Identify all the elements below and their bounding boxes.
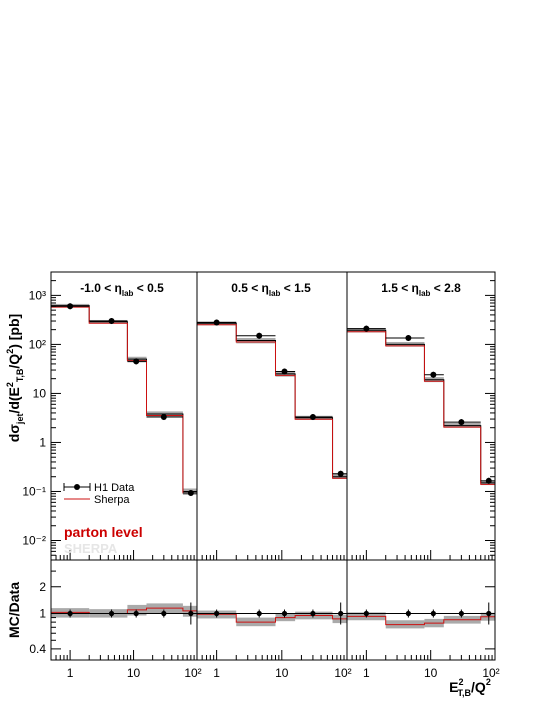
axis-labels: 1 10 10² 1 10 10² 1 10 10² 10⁻² 10⁻¹ 1 10 10² 10³ 0.4 1 2 <box>22 288 499 680</box>
y-tick-label: 10² <box>29 337 46 351</box>
ratio-frame-p2 <box>196 559 348 661</box>
y-tick-label: 10⁻² <box>22 533 46 547</box>
data-point-p2-3 <box>281 368 288 375</box>
ratio-point-p2-4 <box>310 610 316 617</box>
legend: H1 Data Sherpa parton level SHERPA <box>63 482 143 556</box>
ratio-y-axis-title: MC/Data <box>6 582 22 638</box>
ratio-point-p2-5 <box>338 610 344 617</box>
x-tick-label: 10 <box>424 666 438 680</box>
ratio-point-p3-1 <box>363 610 369 617</box>
data-point-p3-3 <box>430 371 437 378</box>
ratio-point-p1-3 <box>133 610 139 617</box>
panel-1-title: -1.0 < ηlab < 0.5 <box>80 281 164 298</box>
panel-2-title: 0.5 < ηlab < 1.5 <box>231 281 311 298</box>
data-point-p2-1 <box>213 319 220 326</box>
main-y-axis-title: dσjet/d(E2T,B/Q2) [pb] <box>5 314 25 442</box>
sherpa-logo-text: SHERPA <box>64 541 118 556</box>
data-point-p2-2 <box>256 332 263 339</box>
y-tick-label: 10 <box>33 386 47 400</box>
ratio-point-p1-4 <box>161 610 167 617</box>
data-point-p2-5 <box>337 470 344 477</box>
x-tick-label: 10² <box>184 666 201 680</box>
ratio-frame-p3 <box>346 559 496 661</box>
ratio-point-p2-3 <box>281 610 288 617</box>
ratio-point-p1-5 <box>188 610 194 617</box>
x-tick-label: 1 <box>213 666 220 680</box>
y-tick-label: 1 <box>39 435 46 449</box>
x-axis-title: E2 T,B/Q2 <box>449 677 491 698</box>
legend-data-marker <box>74 484 80 490</box>
y-tick-label: 10⁻¹ <box>22 484 46 498</box>
y-tick-label: 10³ <box>29 288 46 302</box>
panel-3-title: 1.5 < ηlab < 2.8 <box>381 281 461 298</box>
data-points <box>51 303 495 625</box>
sherpa-step-red-p2 <box>197 324 347 479</box>
data-point-p1-3 <box>133 358 140 365</box>
data-point-p1-2 <box>108 318 115 325</box>
ratio-step-red-p3 <box>347 615 495 626</box>
x-tick-label: 1 <box>67 666 74 680</box>
x-tick-label: 1 <box>363 666 370 680</box>
ratio-step-red-p1 <box>51 607 197 615</box>
data-point-p1-5 <box>187 490 194 497</box>
data-point-p3-5 <box>485 477 492 484</box>
ratio-y-tick-label: 1 <box>39 607 46 621</box>
data-point-p1-4 <box>160 414 167 421</box>
sherpa-step-black-p2 <box>197 322 348 560</box>
ratio-y-tick-label: 2 <box>39 580 46 594</box>
uncertainty-bands <box>51 303 495 629</box>
data-point-p3-2 <box>405 335 412 342</box>
ratio-point-p2-2 <box>256 610 262 617</box>
main-frame-p3 <box>346 271 496 561</box>
legend-sherpa-label: Sherpa <box>94 494 130 506</box>
legend-data-label: H1 Data <box>94 482 135 494</box>
ratio-point-p1-2 <box>108 610 115 617</box>
x-tick-label: 10² <box>482 666 499 680</box>
sherpa-step-black-p1 <box>51 305 198 560</box>
data-point-p2-4 <box>309 414 316 421</box>
parton-level-label: parton level <box>64 524 143 540</box>
data-point-p3-1 <box>363 325 370 332</box>
sherpa-histograms <box>51 305 496 626</box>
ratio-point-p2-1 <box>214 610 220 617</box>
x-tick-label: 10 <box>127 666 141 680</box>
panel-frames <box>50 271 496 661</box>
ratio-point-p3-2 <box>405 610 411 617</box>
ratio-step-red-p2 <box>197 613 347 623</box>
data-point-p1-1 <box>67 303 74 310</box>
sherpa-step-red-p1 <box>51 306 197 494</box>
x-tick-label: 10² <box>334 666 351 680</box>
x-tick-label: 10 <box>275 666 289 680</box>
ratio-y-tick-label: 0.4 <box>29 642 46 656</box>
data-point-p3-4 <box>458 419 465 426</box>
ratio-point-p3-3 <box>430 610 436 617</box>
sherpa-step-red-p3 <box>347 331 495 485</box>
ratio-point-p1-1 <box>67 610 73 617</box>
sherpa-step-black-p3 <box>347 329 496 560</box>
axis-ticks <box>50 271 496 660</box>
ratio-point-p3-4 <box>458 610 464 617</box>
